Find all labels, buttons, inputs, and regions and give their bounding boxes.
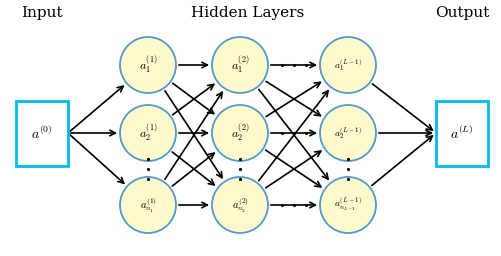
FancyBboxPatch shape (16, 101, 68, 165)
Text: $a_{n_{L-1}}^{(L-1)}$: $a_{n_{L-1}}^{(L-1)}$ (333, 197, 361, 213)
Text: Output: Output (434, 6, 488, 20)
Text: $a^{(L)}$: $a^{(L)}$ (449, 124, 473, 142)
Text: $a_2^{(2)}$: $a_2^{(2)}$ (230, 122, 249, 144)
Circle shape (120, 105, 176, 161)
FancyBboxPatch shape (435, 101, 487, 165)
Text: $a_2^{(L-1)}$: $a_2^{(L-1)}$ (333, 125, 361, 141)
Circle shape (120, 37, 176, 93)
Circle shape (319, 37, 375, 93)
Text: $a_2^{(1)}$: $a_2^{(1)}$ (138, 122, 157, 144)
Circle shape (120, 177, 176, 233)
Circle shape (319, 105, 375, 161)
Circle shape (211, 37, 268, 93)
Text: $a_{n_1}^{(1)}$: $a_{n_1}^{(1)}$ (139, 195, 156, 215)
Text: $a_1^{(2)}$: $a_1^{(2)}$ (230, 54, 249, 76)
Text: $a_1^{(1)}$: $a_1^{(1)}$ (138, 54, 157, 76)
Circle shape (319, 177, 375, 233)
Circle shape (211, 177, 268, 233)
Text: Hidden Layers: Hidden Layers (191, 6, 304, 20)
Text: $a^{(0)}$: $a^{(0)}$ (31, 124, 53, 142)
Text: $a_1^{(L-1)}$: $a_1^{(L-1)}$ (333, 57, 361, 73)
Text: Input: Input (21, 6, 63, 20)
Circle shape (211, 105, 268, 161)
Text: $a_{n_2}^{(2)}$: $a_{n_2}^{(2)}$ (231, 195, 248, 215)
